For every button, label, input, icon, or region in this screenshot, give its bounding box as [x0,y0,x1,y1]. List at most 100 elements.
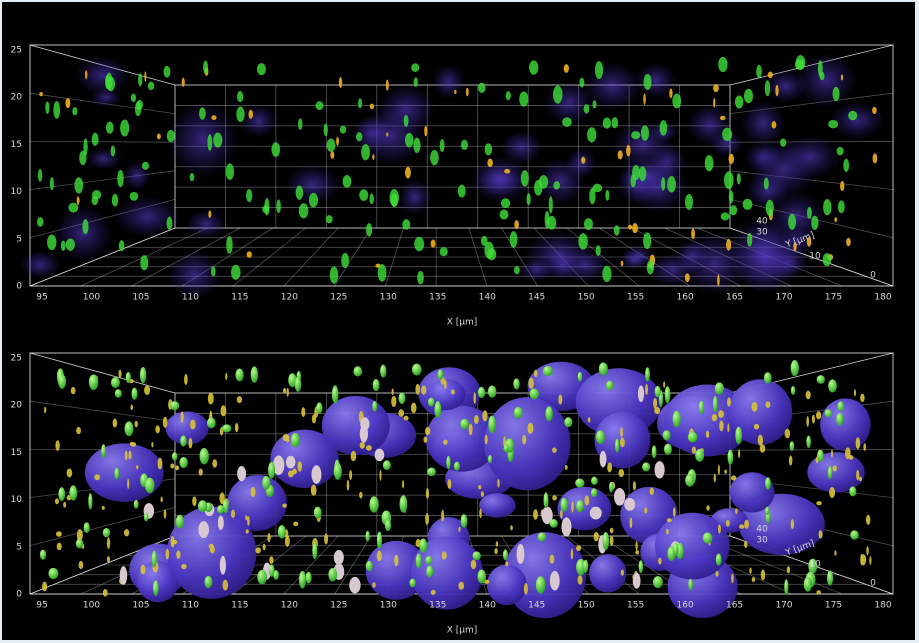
green-spot [660,120,668,136]
yellow-spot [124,529,129,536]
green-spot [850,530,858,539]
green-spot [278,525,286,538]
green-spot [66,238,75,250]
yellow-spot [199,469,203,476]
yellow-spot [558,394,562,404]
green-spot [231,265,241,280]
yellow-spot [860,554,863,566]
yellow-spot [223,580,229,591]
green-spot [61,241,66,251]
yellow-spot [161,497,163,503]
green-spot [131,94,136,102]
green-spot [589,188,595,204]
green-spot [222,424,231,432]
yellow-spot [76,427,81,434]
green-spot [419,538,427,552]
green-spot [663,430,671,440]
green-spot [645,367,650,381]
green-spot [324,123,328,136]
green-spot [756,65,762,78]
yellow-spot [423,436,427,442]
green-spot [198,500,207,512]
green-spot [328,568,337,581]
green-spot [377,532,382,549]
nucleus [589,554,626,592]
green-spot [519,91,528,106]
yellow-spot [859,477,862,482]
green-spot [53,101,60,119]
green-spot [409,579,415,588]
green-spot [833,87,840,101]
yellow-spot [643,93,646,105]
green-spot [142,162,149,170]
green-spot [414,237,424,251]
yellow-spot [610,536,614,546]
yellow-spot [65,98,70,108]
x-tick-label: 120 [281,293,298,303]
yellow-spot [103,589,108,597]
green-spot [211,266,216,276]
green-spot [735,95,743,108]
depth-tick-label: 30 [756,228,768,238]
green-spot [599,362,608,375]
green-spot [665,386,671,403]
green-spot [587,127,596,142]
green-spot [506,91,511,100]
green-spot [514,407,523,418]
yellow-spot [514,220,519,229]
yellow-spot [405,167,411,179]
yellow-spot [372,582,375,587]
green-spot [88,493,92,510]
yellow-spot [550,554,555,563]
green-spot [312,542,317,559]
green-spot [848,111,857,121]
green-spot [115,468,120,480]
green-spot [828,120,838,128]
yellow-spot [181,411,184,423]
green-spot [132,388,138,400]
white-spot [360,425,368,442]
yellow-spot [349,470,352,480]
yellow-spot [394,555,398,567]
yellow-spot [735,508,737,514]
yellow-spot [714,474,716,483]
green-spot [170,401,179,410]
yellow-spot [208,210,211,218]
yellow-spot [706,431,709,438]
green-spot [545,406,552,421]
yellow-spot [706,505,709,510]
green-spot [299,203,309,218]
yellow-spot [392,388,394,395]
yellow-spot [441,510,444,522]
yellow-spot [527,423,533,434]
yellow-spot [791,519,794,529]
yellow-spot [125,450,128,460]
green-spot [48,568,58,579]
nucleus [85,443,164,501]
green-spot [744,89,753,104]
green-spot [472,551,480,560]
green-spot [412,364,422,376]
yellow-spot [872,107,877,114]
yellow-spot [398,409,404,417]
nucleus [744,142,782,173]
green-spot [765,477,771,489]
yellow-spot [301,407,305,417]
yellow-spot [85,70,87,79]
green-spot [642,462,650,471]
green-spot [458,185,466,198]
green-spot [50,177,54,190]
green-spot [721,212,730,220]
yellow-spot [151,442,153,448]
green-spot [366,223,372,236]
yellow-spot [724,470,727,474]
green-spot [485,143,493,155]
yellow-spot [856,437,861,449]
green-spot [716,554,722,566]
x-axis-label: X [µm] [447,626,478,636]
white-spot [311,465,321,484]
green-spot [688,579,693,591]
green-spot [667,176,676,193]
yellow-spot [311,485,317,496]
yellow-spot [235,423,239,432]
